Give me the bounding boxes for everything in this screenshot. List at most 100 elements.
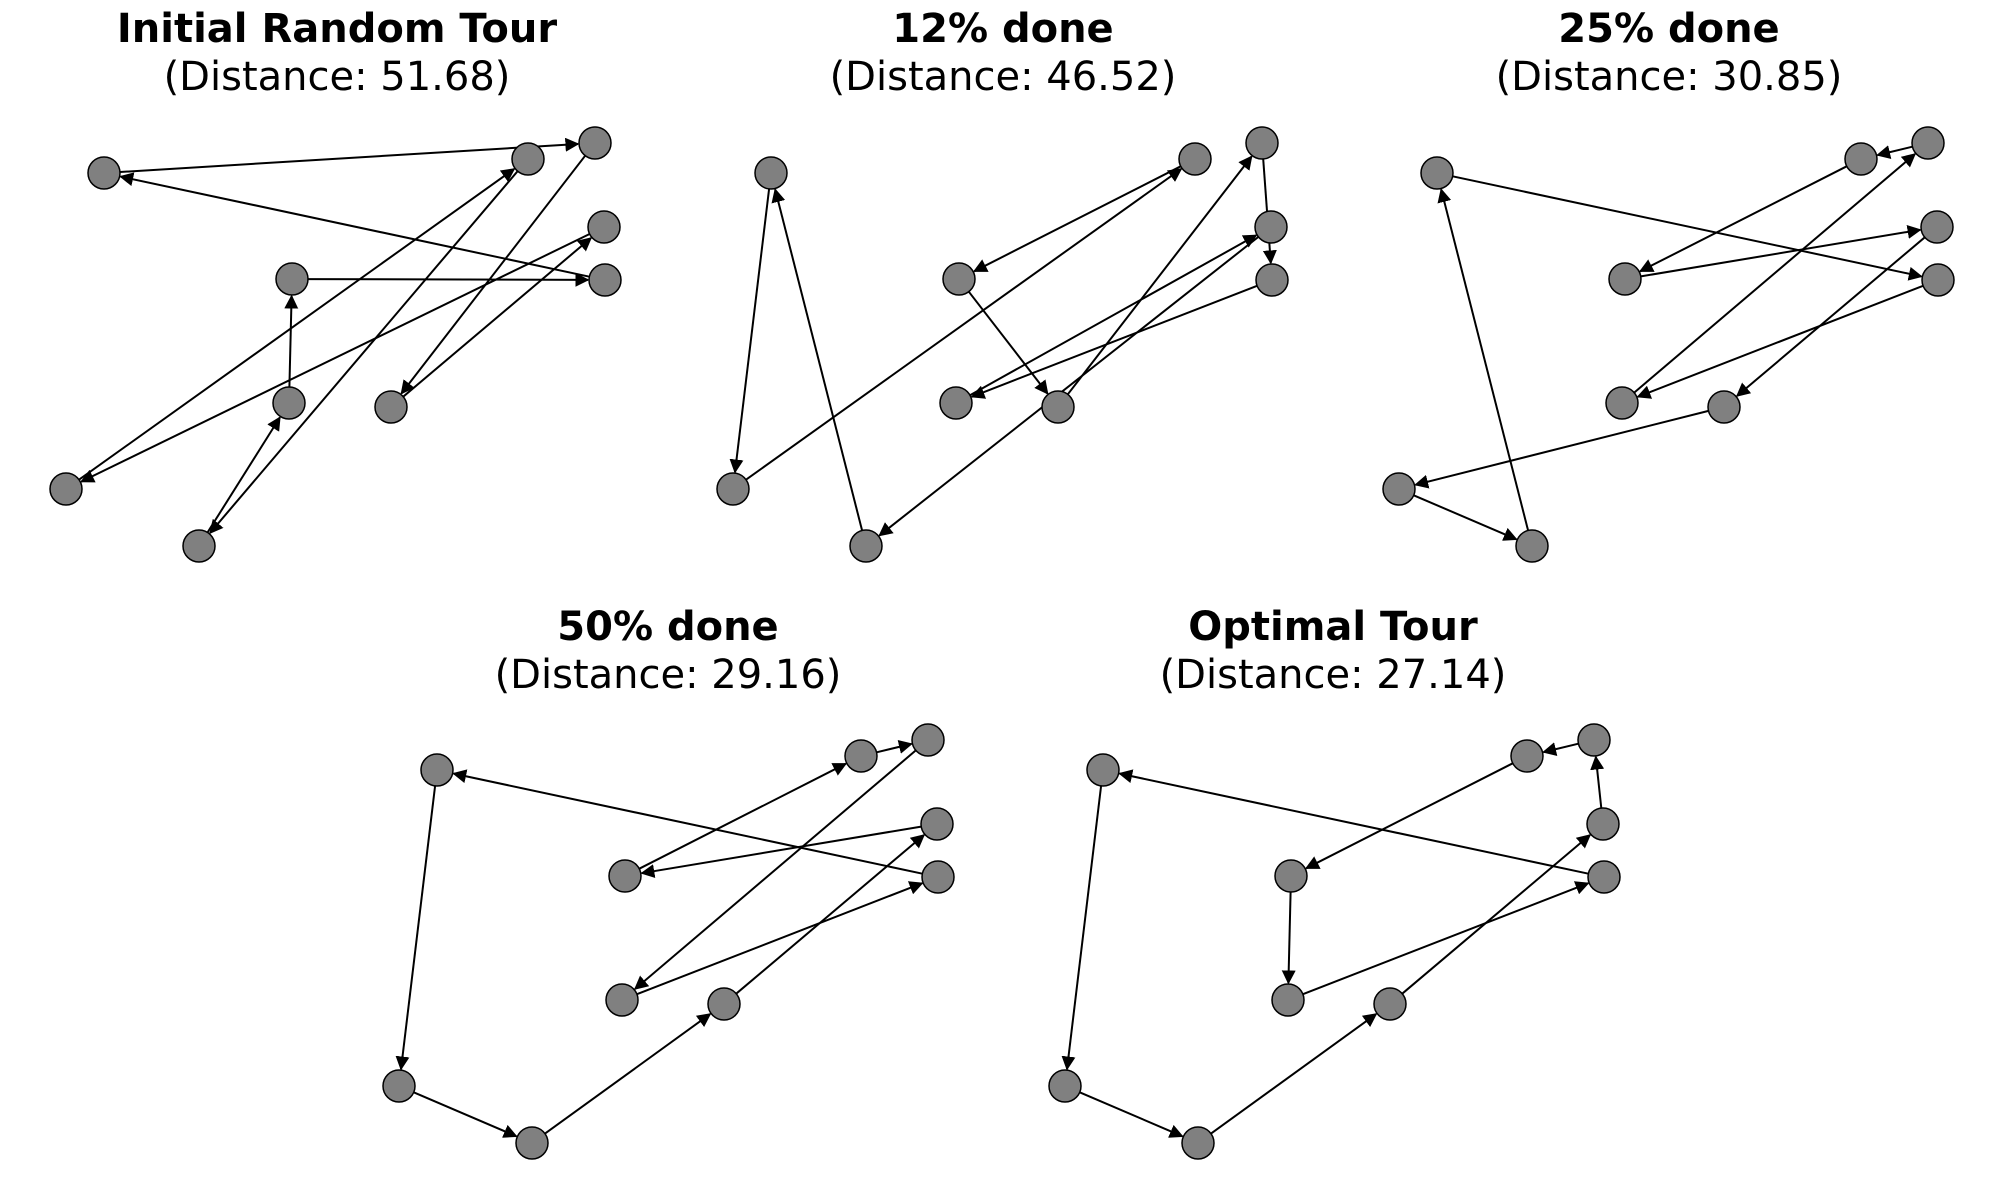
tour-edge-5-to-4	[1542, 742, 1579, 756]
city-node-6	[1586, 807, 1620, 841]
city-node-8	[1041, 390, 1075, 424]
panel-subtitle: (Distance: 46.52)	[830, 54, 1177, 100]
city-node-3	[605, 983, 639, 1017]
panel-subtitle: (Distance: 29.16)	[495, 652, 842, 698]
tour-edges	[395, 740, 926, 1138]
city-node-8	[1373, 987, 1407, 1021]
tour-edge-8-to-6	[735, 834, 926, 995]
city-node-5	[578, 126, 612, 160]
city-node-1	[1086, 753, 1120, 787]
tour-edge-4-to-2	[972, 165, 1182, 273]
tour-edges	[78, 137, 593, 535]
tour-edge-1-to-9	[729, 188, 771, 474]
panel-50-percent-done: 50% done (Distance: 29.16)	[382, 604, 955, 1160]
city-node-9	[49, 472, 83, 506]
city-node-1	[1420, 156, 1454, 190]
city-node-5	[1577, 723, 1611, 757]
panel-subtitle: (Distance: 51.68)	[164, 54, 511, 100]
city-nodes	[1382, 126, 1955, 563]
city-nodes	[716, 126, 1289, 563]
city-nodes	[1048, 723, 1621, 1160]
tour-edge-1-to-9	[395, 785, 437, 1071]
city-node-5	[911, 723, 945, 757]
panel-title: 50% done	[557, 604, 778, 650]
tour-edge-2-to-6	[1640, 224, 1922, 278]
tour-edge-3-to-7	[1302, 881, 1590, 996]
tour-edges	[1061, 742, 1605, 1138]
tour-edge-9-to-10	[1413, 494, 1518, 541]
city-node-10	[1515, 529, 1549, 563]
city-node-1	[87, 156, 121, 190]
city-node-4	[844, 739, 878, 773]
tour-edge-5-to-4	[1876, 145, 1913, 159]
city-node-9	[382, 1069, 416, 1103]
city-node-3	[1271, 983, 1305, 1017]
city-node-6	[1254, 210, 1288, 244]
city-node-2	[275, 262, 309, 296]
city-node-1	[420, 753, 454, 787]
city-node-10	[515, 1126, 549, 1160]
tour-edge-7-to-1	[119, 172, 590, 278]
city-nodes	[49, 126, 622, 563]
city-node-4	[1510, 739, 1544, 773]
tour-edge-7-to-3	[970, 284, 1258, 399]
city-node-7	[588, 263, 622, 297]
city-node-10	[1181, 1126, 1215, 1160]
panel-title: 25% done	[1558, 6, 1779, 52]
city-node-2	[942, 262, 976, 296]
tour-edge-8-to-6	[1401, 834, 1592, 995]
tour-edges	[729, 155, 1277, 537]
tour-edge-10-to-8	[544, 1013, 712, 1135]
tour-edge-3-to-6	[969, 234, 1258, 397]
city-node-7	[1255, 263, 1289, 297]
city-node-4	[511, 142, 545, 176]
city-node-4	[1178, 142, 1212, 176]
city-node-2	[1608, 262, 1642, 296]
city-node-8	[374, 390, 408, 424]
tour-edge-2-to-3	[1281, 891, 1296, 985]
city-node-8	[1707, 390, 1741, 424]
city-node-5	[1245, 126, 1279, 160]
panel-initial-random-tour: Initial Random Tour (Distance: 51.68)	[49, 6, 622, 563]
city-node-10	[182, 529, 216, 563]
tour-edge-10-to-8	[1210, 1013, 1378, 1135]
city-node-9	[1048, 1069, 1082, 1103]
city-node-2	[608, 859, 642, 893]
tour-edge-2-to-7	[307, 272, 590, 287]
tour-edge-1-to-7	[1452, 175, 1923, 281]
tour-edge-9-to-4	[78, 168, 516, 481]
tour-edge-6-to-10	[878, 236, 1260, 537]
tour-edge-3-to-7	[636, 881, 924, 996]
tour-edge-9-to-4	[745, 168, 1183, 481]
tour-edge-7-to-1	[452, 769, 923, 875]
tour-edge-8-to-5	[1067, 155, 1253, 395]
panel-title: Initial Random Tour	[117, 6, 557, 52]
tour-edge-1-to-5	[119, 137, 580, 173]
tour-edge-6-to-5	[1590, 755, 1605, 809]
tour-edge-10-to-3	[206, 416, 281, 534]
panel-optimal-tour: Optimal Tour (Distance: 27.14)	[1048, 604, 1621, 1160]
city-node-3	[1605, 386, 1639, 420]
panel-subtitle: (Distance: 27.14)	[1160, 652, 1507, 698]
tour-edge-4-to-2	[1304, 762, 1514, 870]
panel-12-percent-done: 12% done (Distance: 46.52)	[716, 6, 1289, 563]
tour-edge-10-to-1	[771, 188, 864, 531]
city-node-9	[1382, 472, 1416, 506]
tour-edge-3-to-2	[284, 294, 299, 388]
tour-edge-1-to-9	[1061, 785, 1103, 1071]
tour-edge-4-to-2	[1638, 165, 1848, 273]
city-node-9	[716, 472, 750, 506]
city-node-2	[1274, 859, 1308, 893]
tour-edge-7-to-1	[1118, 769, 1589, 875]
tour-edges	[1413, 145, 1926, 541]
city-node-10	[849, 529, 883, 563]
city-node-5	[1911, 126, 1945, 160]
city-node-7	[1587, 860, 1621, 894]
tour-edge-8-to-9	[1414, 409, 1709, 489]
tour-edge-9-to-10	[1079, 1091, 1184, 1138]
tour-edge-9-to-10	[413, 1091, 518, 1138]
city-node-3	[272, 386, 306, 420]
tour-edge-4-to-5	[876, 740, 913, 754]
city-node-6	[587, 210, 621, 244]
